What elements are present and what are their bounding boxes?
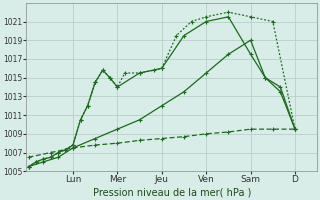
X-axis label: Pression niveau de la mer( hPa ): Pression niveau de la mer( hPa ) [92, 187, 251, 197]
